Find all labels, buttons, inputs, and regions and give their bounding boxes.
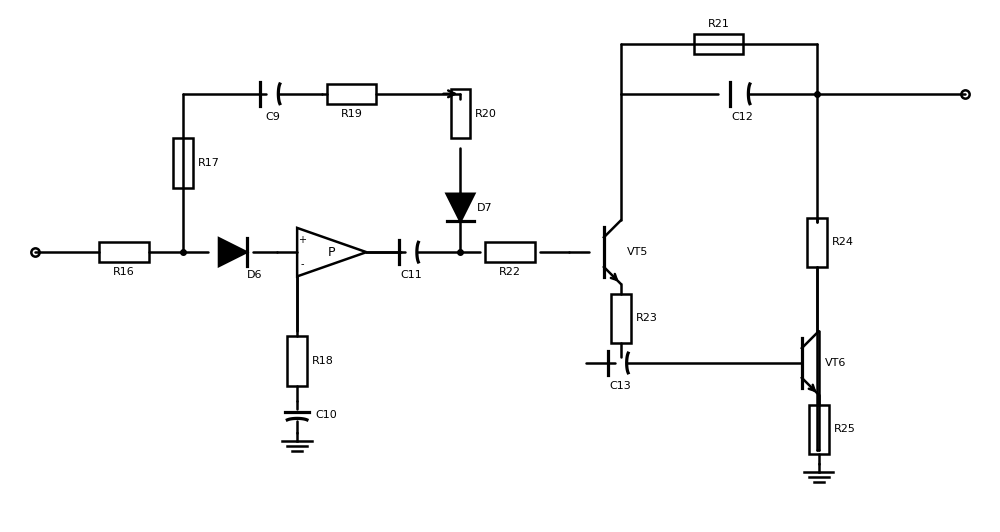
Text: R25: R25 bbox=[833, 425, 855, 434]
Text: P: P bbox=[328, 246, 336, 259]
FancyBboxPatch shape bbox=[809, 404, 829, 454]
FancyBboxPatch shape bbox=[611, 294, 631, 343]
Text: R22: R22 bbox=[499, 267, 521, 277]
Text: +: + bbox=[298, 235, 306, 245]
Text: R17: R17 bbox=[198, 158, 220, 168]
Text: R20: R20 bbox=[475, 109, 497, 119]
Text: C10: C10 bbox=[315, 410, 337, 420]
FancyBboxPatch shape bbox=[173, 138, 193, 188]
FancyBboxPatch shape bbox=[327, 84, 376, 104]
Text: VT6: VT6 bbox=[825, 358, 846, 368]
FancyBboxPatch shape bbox=[451, 89, 470, 138]
Text: R23: R23 bbox=[636, 313, 657, 323]
Polygon shape bbox=[297, 228, 366, 277]
FancyBboxPatch shape bbox=[694, 35, 743, 54]
FancyBboxPatch shape bbox=[485, 242, 535, 262]
Text: C9: C9 bbox=[265, 112, 280, 122]
Text: D6: D6 bbox=[247, 270, 262, 280]
Text: VT5: VT5 bbox=[627, 247, 648, 257]
Text: R16: R16 bbox=[113, 267, 135, 277]
Text: R21: R21 bbox=[708, 20, 730, 29]
Polygon shape bbox=[219, 238, 247, 266]
FancyBboxPatch shape bbox=[99, 242, 149, 262]
Polygon shape bbox=[447, 194, 474, 221]
Text: D7: D7 bbox=[477, 203, 493, 213]
FancyBboxPatch shape bbox=[287, 336, 307, 386]
Text: -: - bbox=[300, 259, 304, 269]
Text: R24: R24 bbox=[832, 237, 854, 247]
Text: C11: C11 bbox=[400, 270, 422, 280]
Text: R18: R18 bbox=[312, 356, 334, 366]
Text: R19: R19 bbox=[341, 109, 363, 119]
FancyBboxPatch shape bbox=[807, 218, 827, 267]
Text: C13: C13 bbox=[610, 381, 632, 391]
Text: C12: C12 bbox=[732, 112, 753, 122]
